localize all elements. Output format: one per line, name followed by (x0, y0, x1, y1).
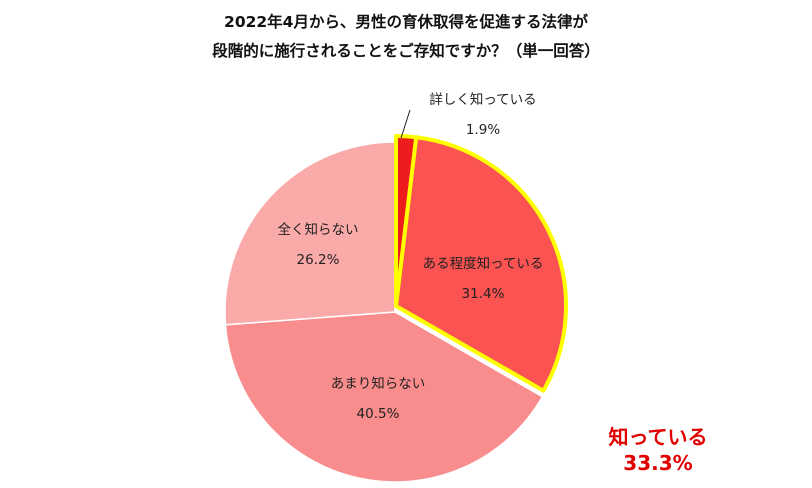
leader-line (400, 109, 411, 139)
known-summary: 知っている 33.3% (596, 424, 720, 476)
slice-value-detailed-knowledge: 1.9% (466, 122, 500, 138)
slice-label-some-knowledge: ある程度知っている (423, 255, 544, 272)
pie-slice-no-knowledge (224, 141, 396, 326)
slice-value-little-knowledge: 40.5% (357, 406, 400, 422)
known-summary-value: 33.3% (623, 451, 693, 475)
slice-label-little-knowledge: あまり知らない (331, 375, 426, 392)
chart-title-line-1: 2022年4月から、男性の育休取得を促進する法律が (224, 13, 588, 31)
slice-label-detailed-knowledge: 詳しく知っている (429, 91, 536, 108)
slice-value-no-knowledge: 26.2% (297, 252, 340, 268)
pie-slice-some-knowledge (394, 135, 568, 393)
slice-label-no-knowledge: 全く知らない (278, 221, 359, 238)
known-summary-label: 知っている (608, 425, 708, 449)
slice-value-some-knowledge: 31.4% (462, 286, 505, 302)
chart-title-line-2: 段階的に施行されることをご存知ですか？（単一回答） (212, 42, 600, 60)
pie-slice-little-knowledge (224, 311, 544, 483)
